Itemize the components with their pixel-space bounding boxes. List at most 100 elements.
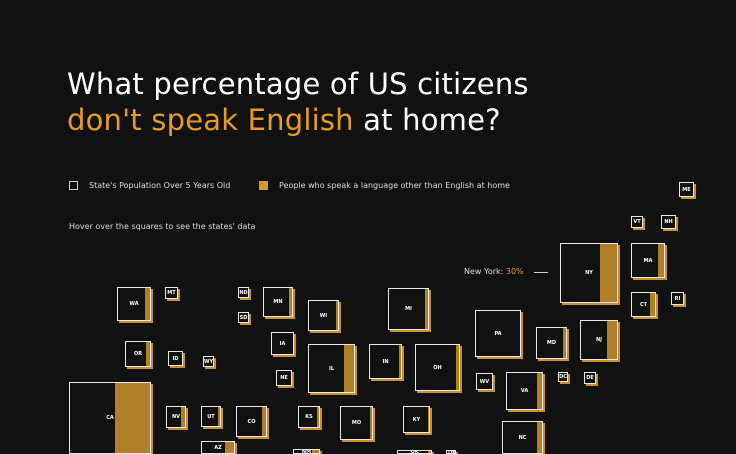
state-square-nm[interactable]: NM bbox=[293, 449, 320, 454]
state-label: KS bbox=[305, 414, 313, 420]
language-share-fill bbox=[600, 244, 617, 302]
state-square-nc[interactable]: NC bbox=[502, 421, 543, 454]
legend-label-language: People who speak a language other than E… bbox=[279, 181, 510, 190]
state-square-mt[interactable]: MT bbox=[165, 287, 178, 299]
state-square-va[interactable]: VA bbox=[506, 372, 543, 410]
state-label: TN bbox=[447, 450, 455, 454]
state-square-il[interactable]: IL bbox=[308, 344, 355, 393]
state-square-ne[interactable]: NE bbox=[276, 370, 292, 386]
state-square-vt[interactable]: VT bbox=[631, 216, 643, 228]
state-square-ma[interactable]: MA bbox=[631, 243, 665, 278]
state-label: MO bbox=[351, 420, 362, 426]
state-square-az[interactable]: AZ bbox=[201, 441, 235, 454]
page-title: What percentage of US citizens don't spe… bbox=[67, 66, 529, 138]
state-square-me[interactable]: ME bbox=[679, 182, 694, 197]
state-square-pa[interactable]: PA bbox=[475, 310, 521, 357]
callout-state: New York: bbox=[464, 267, 504, 276]
state-label: OR bbox=[133, 351, 143, 357]
state-square-ok[interactable]: OK bbox=[397, 450, 432, 454]
state-square-ut[interactable]: UT bbox=[201, 406, 221, 427]
state-label: NE bbox=[280, 375, 288, 381]
language-share-fill bbox=[317, 407, 319, 427]
title-line2: don't speak English at home? bbox=[67, 102, 529, 138]
state-label: DE bbox=[586, 375, 594, 381]
state-label: CT bbox=[639, 301, 648, 308]
state-square-wa[interactable]: WA bbox=[117, 287, 151, 321]
state-label: ND bbox=[239, 289, 248, 296]
language-share-fill bbox=[218, 407, 220, 426]
language-share-fill bbox=[454, 451, 455, 453]
state-square-ny[interactable]: NY bbox=[560, 243, 618, 303]
state-square-nv[interactable]: NV bbox=[166, 406, 186, 428]
state-square-co[interactable]: CO bbox=[236, 406, 267, 437]
state-square-nd[interactable]: ND bbox=[238, 287, 249, 298]
language-share-fill bbox=[427, 451, 431, 453]
state-label: MD bbox=[546, 340, 557, 346]
state-label: KY bbox=[412, 416, 421, 423]
state-label: WV bbox=[479, 378, 490, 385]
language-share-fill bbox=[335, 301, 338, 330]
state-square-ca[interactable]: CA bbox=[69, 382, 151, 454]
state-label: NC bbox=[518, 434, 527, 441]
state-label: UT bbox=[207, 413, 215, 420]
legend-swatch-language bbox=[259, 181, 268, 190]
state-label: ID bbox=[172, 355, 179, 362]
state-label: AZ bbox=[214, 444, 222, 451]
language-share-fill bbox=[650, 293, 655, 316]
language-share-fill bbox=[563, 328, 566, 358]
state-square-ks[interactable]: KS bbox=[298, 406, 320, 428]
state-square-mi[interactable]: MI bbox=[388, 288, 429, 330]
state-label: ME bbox=[682, 186, 691, 193]
language-share-fill bbox=[261, 407, 266, 436]
state-label: NV bbox=[171, 414, 181, 420]
state-square-mn[interactable]: MN bbox=[263, 287, 293, 317]
state-label: VA bbox=[520, 388, 529, 394]
legend-label-population: State's Population Over 5 Years Old bbox=[89, 181, 231, 190]
ny-callout: New York: 30% bbox=[464, 267, 524, 276]
state-square-ct[interactable]: CT bbox=[631, 292, 656, 317]
language-share-fill bbox=[536, 373, 542, 409]
title-rest: at home? bbox=[353, 103, 501, 137]
state-square-wv[interactable]: WV bbox=[476, 373, 493, 390]
language-share-fill bbox=[144, 288, 150, 320]
state-square-or[interactable]: OR bbox=[125, 341, 151, 367]
legend-swatch-population bbox=[69, 181, 78, 190]
state-label: IA bbox=[279, 340, 286, 347]
state-square-ky[interactable]: KY bbox=[403, 406, 430, 433]
state-square-in[interactable]: IN bbox=[369, 344, 402, 379]
state-square-nh[interactable]: NH bbox=[661, 215, 676, 229]
language-share-fill bbox=[424, 289, 428, 329]
state-square-mo[interactable]: MO bbox=[340, 406, 373, 440]
state-label: MN bbox=[273, 299, 283, 305]
state-square-ri[interactable]: RI bbox=[671, 292, 684, 305]
state-label: SD bbox=[239, 314, 248, 321]
state-square-de[interactable]: DE bbox=[584, 372, 596, 384]
state-square-wi[interactable]: WI bbox=[308, 300, 339, 331]
state-square-nj[interactable]: NJ bbox=[580, 320, 618, 360]
language-share-fill bbox=[344, 345, 354, 392]
state-square-tn[interactable]: TN bbox=[446, 450, 456, 454]
state-square-id[interactable]: ID bbox=[168, 351, 183, 366]
callout-value: 30% bbox=[505, 267, 524, 276]
hover-hint: Hover over the squares to see the states… bbox=[69, 222, 256, 231]
state-square-wy[interactable]: WY bbox=[203, 356, 214, 367]
state-label: NJ bbox=[595, 337, 603, 343]
state-square-dc[interactable]: DC bbox=[558, 372, 568, 382]
state-label: CO bbox=[247, 418, 256, 425]
state-square-md[interactable]: MD bbox=[536, 327, 567, 359]
state-square-ia[interactable]: IA bbox=[271, 332, 294, 355]
state-label: MT bbox=[167, 290, 176, 296]
state-label: RI bbox=[674, 295, 681, 302]
language-share-fill bbox=[225, 442, 234, 453]
state-label: MI bbox=[405, 306, 412, 312]
state-label: IL bbox=[328, 365, 335, 372]
language-share-fill bbox=[181, 407, 185, 427]
state-square-oh[interactable]: OH bbox=[415, 344, 460, 391]
title-accent: don't speak English bbox=[67, 103, 354, 137]
state-label: NH bbox=[664, 219, 673, 225]
language-share-fill bbox=[427, 407, 429, 432]
title-line1: What percentage of US citizens bbox=[67, 67, 529, 101]
state-square-sd[interactable]: SD bbox=[238, 312, 249, 323]
legend-population: State's Population Over 5 Years Old bbox=[69, 181, 230, 190]
language-share-fill bbox=[537, 422, 542, 453]
